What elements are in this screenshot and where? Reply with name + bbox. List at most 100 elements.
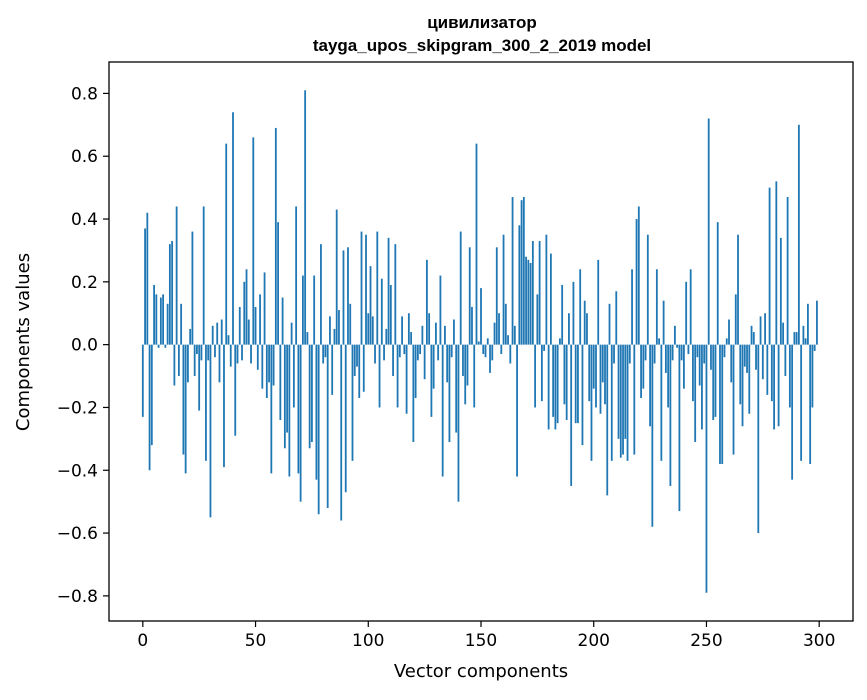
bar-248 (701, 344, 703, 430)
bar-115 (401, 316, 403, 345)
bar-33 (216, 322, 219, 345)
bar-272 (755, 344, 757, 370)
bar-92 (349, 303, 352, 345)
bar-197 (586, 313, 588, 345)
bar-179 (545, 234, 548, 345)
bar-264 (737, 234, 739, 345)
bar-94 (353, 344, 356, 377)
bar-172 (529, 262, 532, 345)
bar-13 (171, 241, 174, 345)
bar-119 (410, 332, 413, 345)
y-axis-ticks: −0.8 −0.6 −0.4 −0.2 0.0 0.2 0.4 0.6 0.8 (57, 84, 109, 607)
bar-204 (601, 344, 604, 383)
bar-284 (782, 322, 785, 345)
bar-188 (565, 344, 568, 421)
bar-10 (164, 344, 167, 348)
bar-217 (631, 269, 633, 345)
bar-32 (214, 344, 216, 358)
bar-199 (590, 344, 593, 461)
bar-290 (795, 332, 798, 345)
bar-116 (403, 344, 406, 355)
x-tick-label: 250 (690, 631, 722, 651)
bar-234 (669, 344, 672, 486)
bar-220 (637, 206, 640, 345)
y-tick-label: 0.4 (71, 210, 98, 230)
bar-53 (261, 344, 264, 389)
bar-205 (604, 344, 606, 405)
bar-191 (572, 281, 575, 345)
bar-6 (155, 294, 158, 345)
bar-173 (531, 241, 534, 345)
bar-275 (761, 344, 764, 380)
bar-279 (770, 344, 773, 402)
bar-252 (710, 344, 712, 370)
bar-155 (491, 344, 494, 361)
bar-169 (522, 197, 525, 345)
bar-270 (750, 325, 753, 345)
bar-132 (439, 275, 442, 345)
bar-167 (518, 225, 521, 345)
bar-145 (468, 247, 471, 345)
bar-31 (211, 325, 214, 345)
bar-238 (678, 344, 681, 512)
bar-88 (340, 344, 343, 521)
bar-276 (764, 313, 766, 345)
bar-90 (344, 344, 347, 493)
bar-38 (227, 335, 230, 345)
y-tick-label: −0.2 (57, 398, 98, 418)
bar-129 (432, 344, 435, 389)
bar-203 (599, 344, 602, 414)
bar-137 (450, 344, 453, 358)
bar-258 (723, 344, 726, 358)
bar-253 (712, 344, 715, 421)
bar-63 (283, 344, 286, 449)
bar-40 (232, 112, 234, 345)
bar-55 (265, 344, 268, 399)
bar-256 (719, 344, 721, 464)
bar-146 (471, 306, 473, 345)
bar-282 (777, 344, 780, 427)
bar-147 (473, 344, 476, 408)
bar-74 (308, 344, 311, 449)
bar-291 (797, 124, 800, 345)
bar-46 (245, 269, 248, 345)
bar-200 (592, 344, 595, 389)
bar-182 (552, 344, 555, 417)
bar-289 (793, 332, 796, 345)
bar-249 (703, 344, 706, 364)
bar-183 (554, 344, 557, 430)
bar-292 (800, 344, 803, 461)
bar-76 (313, 275, 316, 345)
bar-277 (766, 344, 769, 395)
bar-224 (646, 234, 649, 345)
bar-34 (218, 344, 221, 383)
bar-198 (588, 344, 591, 402)
bar-41 (234, 344, 237, 436)
bar-16 (177, 344, 180, 377)
bar-25 (198, 344, 201, 411)
bar-190 (570, 344, 573, 486)
bar-99 (365, 234, 367, 345)
bar-60 (277, 222, 279, 345)
bar-237 (676, 344, 679, 348)
bar-30 (209, 344, 212, 518)
bar-65 (288, 344, 291, 477)
bar-8 (159, 297, 162, 345)
bar-108 (385, 328, 388, 345)
bar-98 (362, 344, 365, 392)
bar-287 (788, 344, 791, 408)
bar-241 (685, 281, 688, 345)
bar-231 (662, 300, 665, 345)
bar-43 (238, 306, 241, 345)
bar-168 (520, 200, 523, 345)
bar-209 (613, 344, 615, 364)
bar-184 (556, 344, 559, 424)
bar-269 (748, 344, 751, 414)
bar-166 (516, 344, 518, 477)
bar-298 (813, 344, 816, 351)
bar-148 (475, 143, 478, 345)
bar-218 (633, 344, 636, 455)
bar-192 (574, 344, 577, 424)
bar-73 (306, 332, 309, 345)
bar-95 (356, 344, 358, 367)
